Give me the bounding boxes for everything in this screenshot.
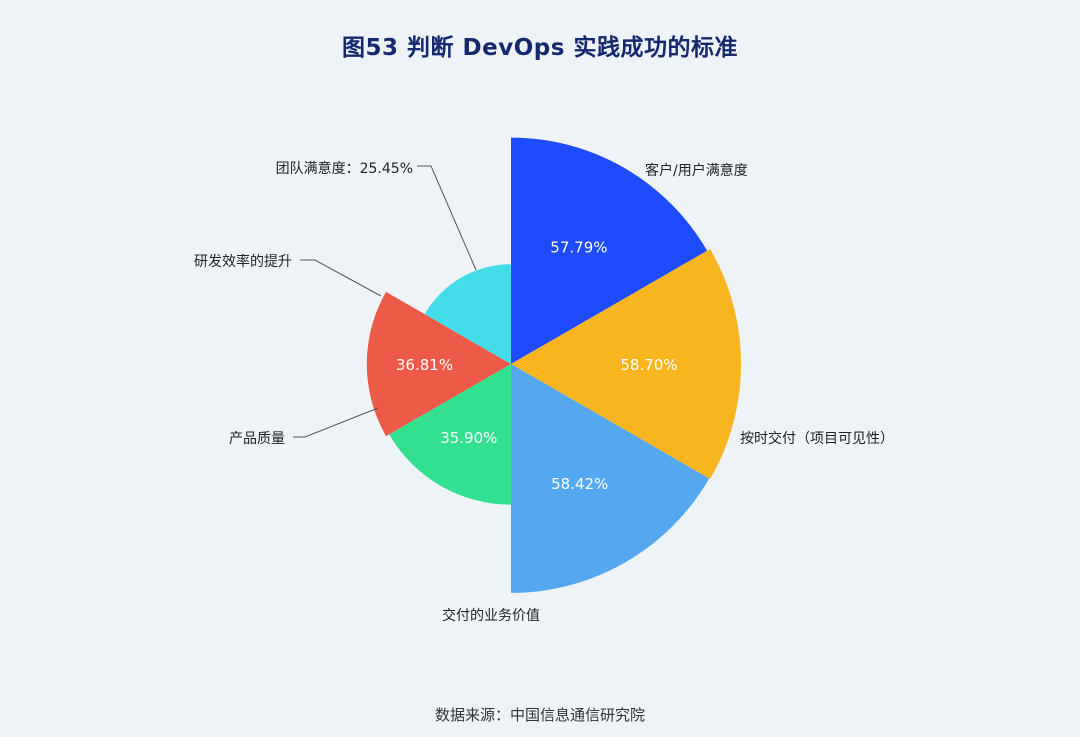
chart-slices xyxy=(366,137,742,593)
category-label-customer-satisfaction: 客户/用户满意度 xyxy=(645,162,748,179)
chart-leader-lines xyxy=(293,165,477,438)
slice-customer-satisfaction xyxy=(511,137,708,364)
leader-line-rd-efficiency xyxy=(300,259,382,297)
slice-product-quality xyxy=(389,364,511,505)
chart-title: 图53 判断 DevOps 实践成功的标准 xyxy=(342,35,738,61)
value-label-rd-efficiency: 36.81% xyxy=(396,356,453,374)
category-label-product-quality: 产品质量 xyxy=(229,431,285,447)
category-label-team-satisfaction: 团队满意度：25.45% xyxy=(276,160,413,177)
slice-business-value xyxy=(511,364,710,593)
chart-labels: 57.79% 客户/用户满意度 58.70% 按时交付（项目可见性） 58.42% 交付的… xyxy=(194,160,894,624)
slice-team-satisfaction xyxy=(424,264,511,364)
value-label-business-value: 58.42% xyxy=(551,475,608,493)
category-label-business-value: 交付的业务价值 xyxy=(442,607,540,624)
value-label-customer-satisfaction: 57.79% xyxy=(550,238,607,256)
value-label-on-time-delivery: 58.70% xyxy=(620,356,677,374)
data-source-note: 数据来源：中国信息通信研究院 xyxy=(434,706,645,724)
slice-rd-efficiency xyxy=(366,291,511,437)
leader-line-product-quality xyxy=(293,407,379,438)
value-label-product-quality: 35.90% xyxy=(440,429,497,447)
slice-on-time-delivery xyxy=(511,249,742,479)
leader-line-team-satisfaction xyxy=(417,165,477,271)
category-label-on-time-delivery: 按时交付（项目可见性） xyxy=(740,430,894,447)
category-label-rd-efficiency: 研发效率的提升 xyxy=(194,253,292,270)
